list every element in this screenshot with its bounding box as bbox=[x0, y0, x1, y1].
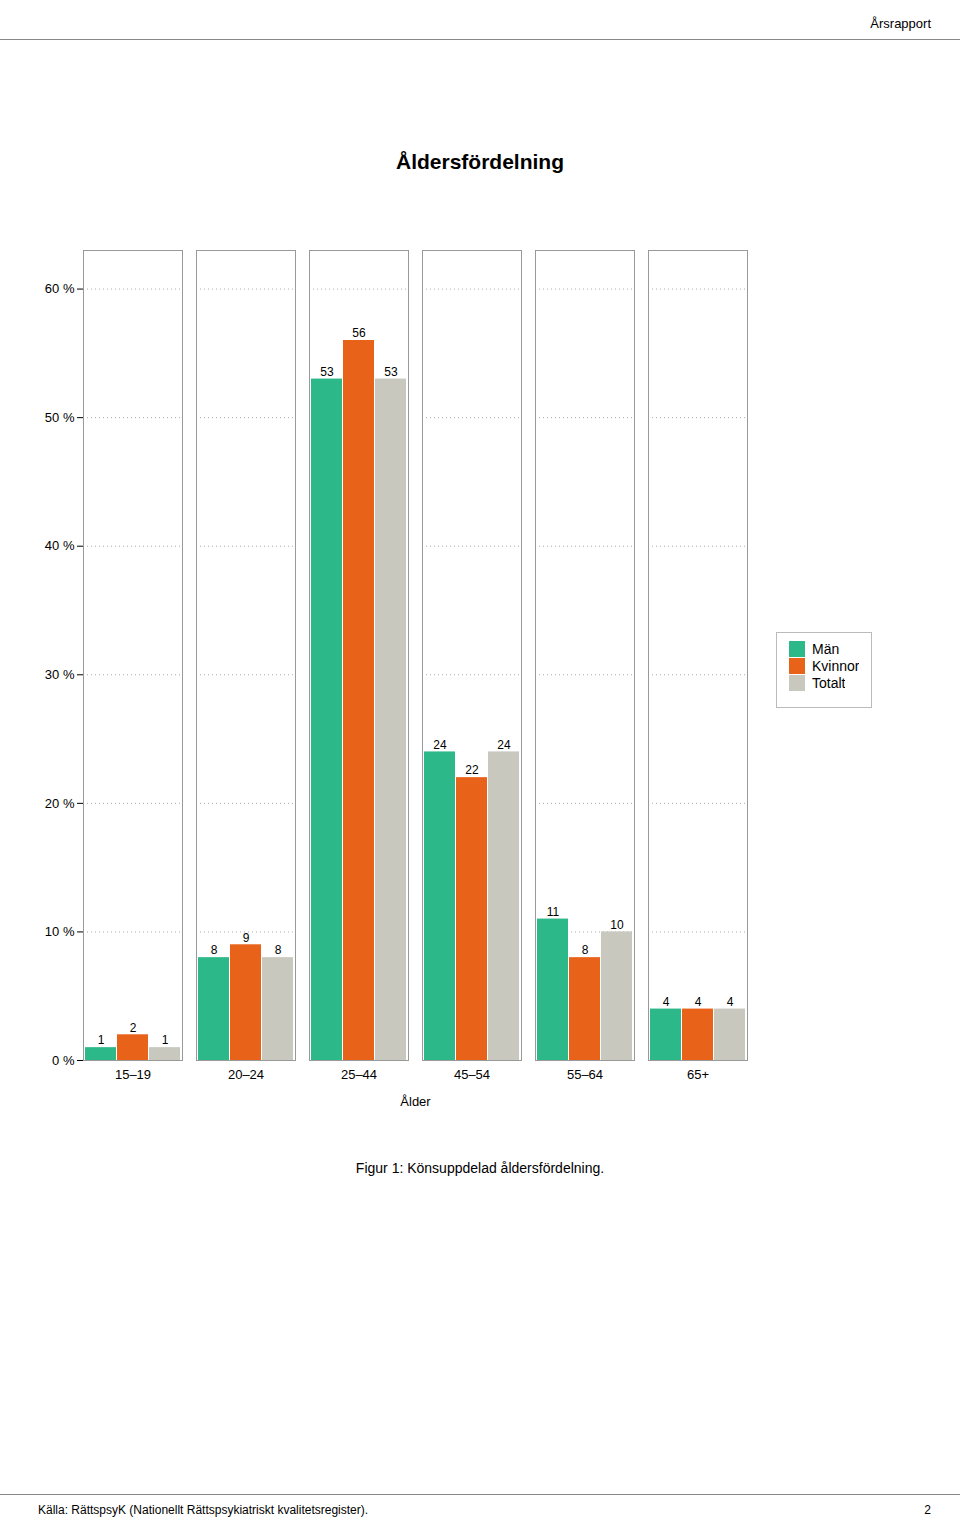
svg-text:24: 24 bbox=[433, 738, 447, 752]
html-text:Totalt: Totalt bbox=[812, 675, 846, 691]
svg-text:20–24: 20–24 bbox=[228, 1067, 264, 1082]
html-text:Årsrapport: Årsrapport bbox=[870, 16, 931, 31]
svg-text:4: 4 bbox=[727, 995, 734, 1009]
html-text:Figur 1: Könsuppdelad åldersfö: Figur 1: Könsuppdelad åldersfördelning. bbox=[355, 1160, 605, 1176]
svg-text:50 %: 50 % bbox=[45, 410, 75, 425]
svg-text:22: 22 bbox=[465, 763, 479, 777]
svg-text:1: 1 bbox=[98, 1033, 105, 1047]
svg-text:24: 24 bbox=[497, 738, 511, 752]
svg-text:56: 56 bbox=[352, 326, 366, 340]
svg-text:55–64: 55–64 bbox=[567, 1067, 603, 1082]
svg-text:Ålder: Ålder bbox=[400, 1094, 431, 1109]
svg-text:4: 4 bbox=[695, 995, 702, 1009]
svg-text:45–54: 45–54 bbox=[454, 1067, 490, 1082]
html-text:Män: Män bbox=[812, 641, 840, 657]
html-text:Källa: RättspsyK (Nationellt R: Källa: RättspsyK (Nationellt Rättspsykia… bbox=[38, 1503, 369, 1517]
svg-text:65+: 65+ bbox=[687, 1067, 709, 1082]
svg-text:40 %: 40 % bbox=[45, 538, 75, 553]
svg-text:10 %: 10 % bbox=[45, 924, 75, 939]
svg-text:30 %: 30 % bbox=[45, 667, 75, 682]
svg-text:60 %: 60 % bbox=[45, 281, 75, 296]
html-text:2: 2 bbox=[924, 1503, 931, 1517]
html-text:Kvinnor: Kvinnor bbox=[812, 658, 860, 674]
svg-text:4: 4 bbox=[663, 995, 670, 1009]
svg-text:25–44: 25–44 bbox=[341, 1067, 377, 1082]
svg-text:53: 53 bbox=[384, 365, 398, 379]
svg-text:2: 2 bbox=[130, 1021, 137, 1035]
svg-text:8: 8 bbox=[211, 943, 218, 957]
svg-text:8: 8 bbox=[582, 943, 589, 957]
svg-text:1: 1 bbox=[162, 1033, 169, 1047]
svg-text:10: 10 bbox=[610, 918, 624, 932]
svg-text:20 %: 20 % bbox=[45, 796, 75, 811]
svg-text:11: 11 bbox=[547, 905, 560, 919]
html-text:Åldersfördelning: Åldersfördelning bbox=[396, 150, 564, 173]
svg-text:53: 53 bbox=[320, 365, 334, 379]
svg-text:15–19: 15–19 bbox=[115, 1067, 151, 1082]
svg-text:8: 8 bbox=[275, 943, 282, 957]
svg-text:0 %: 0 % bbox=[52, 1053, 75, 1068]
svg-text:9: 9 bbox=[243, 931, 250, 945]
